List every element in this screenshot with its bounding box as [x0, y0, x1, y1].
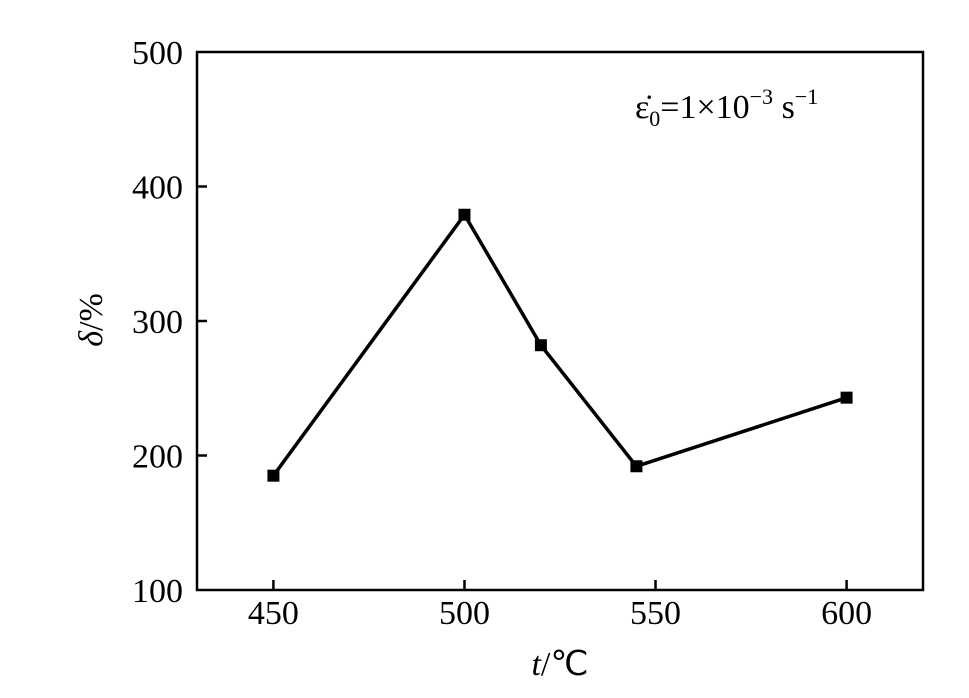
y-tick-label: 300 — [132, 304, 183, 341]
y-axis: 100 200 300 400 500 — [132, 35, 207, 610]
y-tick-label: 200 — [132, 439, 183, 476]
data-point-marker — [267, 469, 280, 482]
plot-frame — [195, 50, 925, 592]
x-axis-title: t/℃ — [531, 646, 588, 683]
data-point-marker — [840, 391, 853, 404]
series-markers — [267, 208, 853, 482]
x-axis: 450 500 550 600 — [248, 580, 872, 632]
y-tick-label: 100 — [132, 573, 183, 610]
annotation-strain-rate: ε̇0=1×10−3 s−1 — [635, 84, 818, 131]
x-tick-label: 450 — [248, 595, 299, 632]
y-tick-label: 500 — [132, 35, 183, 72]
x-tick-label: 500 — [439, 595, 490, 632]
x-tick-label: 550 — [630, 595, 681, 632]
data-point-marker — [534, 339, 547, 352]
x-tick-label: 600 — [821, 595, 872, 632]
y-tick-label: 400 — [132, 170, 183, 207]
data-point-marker — [630, 460, 643, 473]
data-point-marker — [458, 208, 471, 221]
series-line — [271, 211, 848, 477]
y-axis-title: δ/% — [73, 293, 110, 347]
